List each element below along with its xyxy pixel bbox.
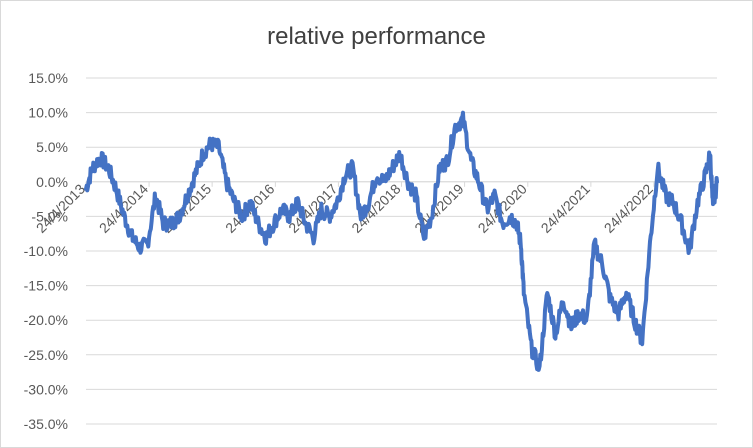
series-line [84,110,719,372]
y-tick-label: -5.0% [31,208,68,224]
chart-title: relative performance [267,23,486,50]
y-tick-label: -30.0% [24,381,68,397]
gridlines [86,77,717,425]
y-tick-label: -20.0% [24,312,68,328]
x-tick-label: 24/4/2021 [538,180,594,236]
y-tick-label: -15.0% [24,278,68,294]
y-tick-label: 5.0% [36,139,68,155]
y-tick-label: 0.0% [36,174,68,190]
y-tick-label: -10.0% [24,243,68,259]
y-tick-label: -25.0% [24,347,68,363]
y-tick-label: 15.0% [28,70,68,86]
y-tick-label: -35.0% [24,416,68,432]
series-layer [84,110,719,372]
y-tick-label: 10.0% [28,105,68,121]
x-tick-label: 24/4/2022 [601,180,657,236]
y-axis-ticks: 15.0% 10.0% 5.0% 0.0% -5.0% -10.0% -15.0% -20.0… [24,70,68,432]
